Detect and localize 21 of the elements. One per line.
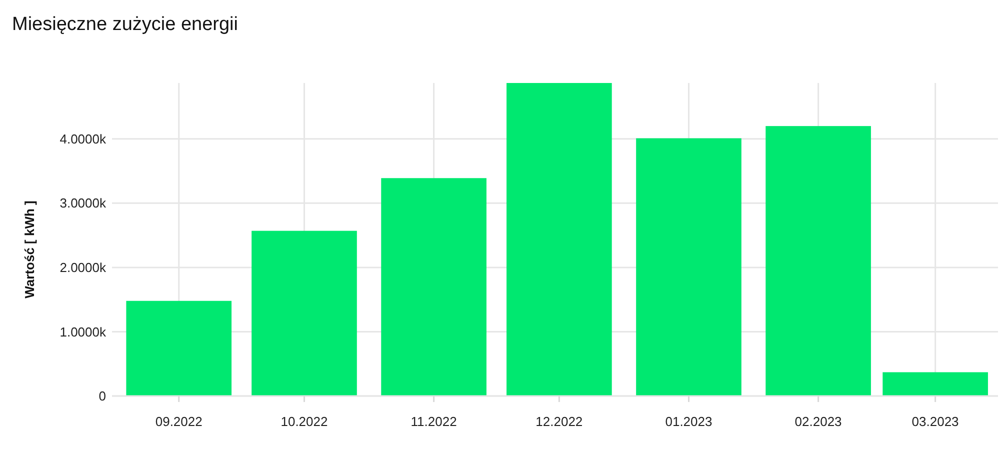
bar <box>766 126 871 396</box>
bar <box>506 83 612 396</box>
y-tick-label: 3.0000k <box>60 196 106 211</box>
y-tick-label: 2.0000k <box>60 260 106 276</box>
y-axis-title: Wartość [ kWh ] <box>22 200 37 298</box>
x-tick-label: 12.2022 <box>536 414 583 429</box>
bar <box>126 300 232 396</box>
bar <box>381 178 486 396</box>
bar <box>252 230 357 396</box>
bar <box>636 138 742 396</box>
x-tick-label: 09.2022 <box>155 414 202 429</box>
y-tick-label: 0 <box>98 388 106 404</box>
x-tick-label: 01.2023 <box>665 414 712 429</box>
x-tick-label: 02.2023 <box>794 414 842 429</box>
chart-title: Miesięczne zużycie energii <box>12 14 238 35</box>
y-tick-label: 1.0000k <box>60 324 106 340</box>
bar <box>882 372 988 396</box>
x-tick-label: 11.2022 <box>410 414 457 429</box>
x-tick-label: 03.2023 <box>912 414 959 429</box>
x-tick-label: 10.2022 <box>280 414 328 429</box>
y-tick-label: 4.0000k <box>60 131 106 146</box>
